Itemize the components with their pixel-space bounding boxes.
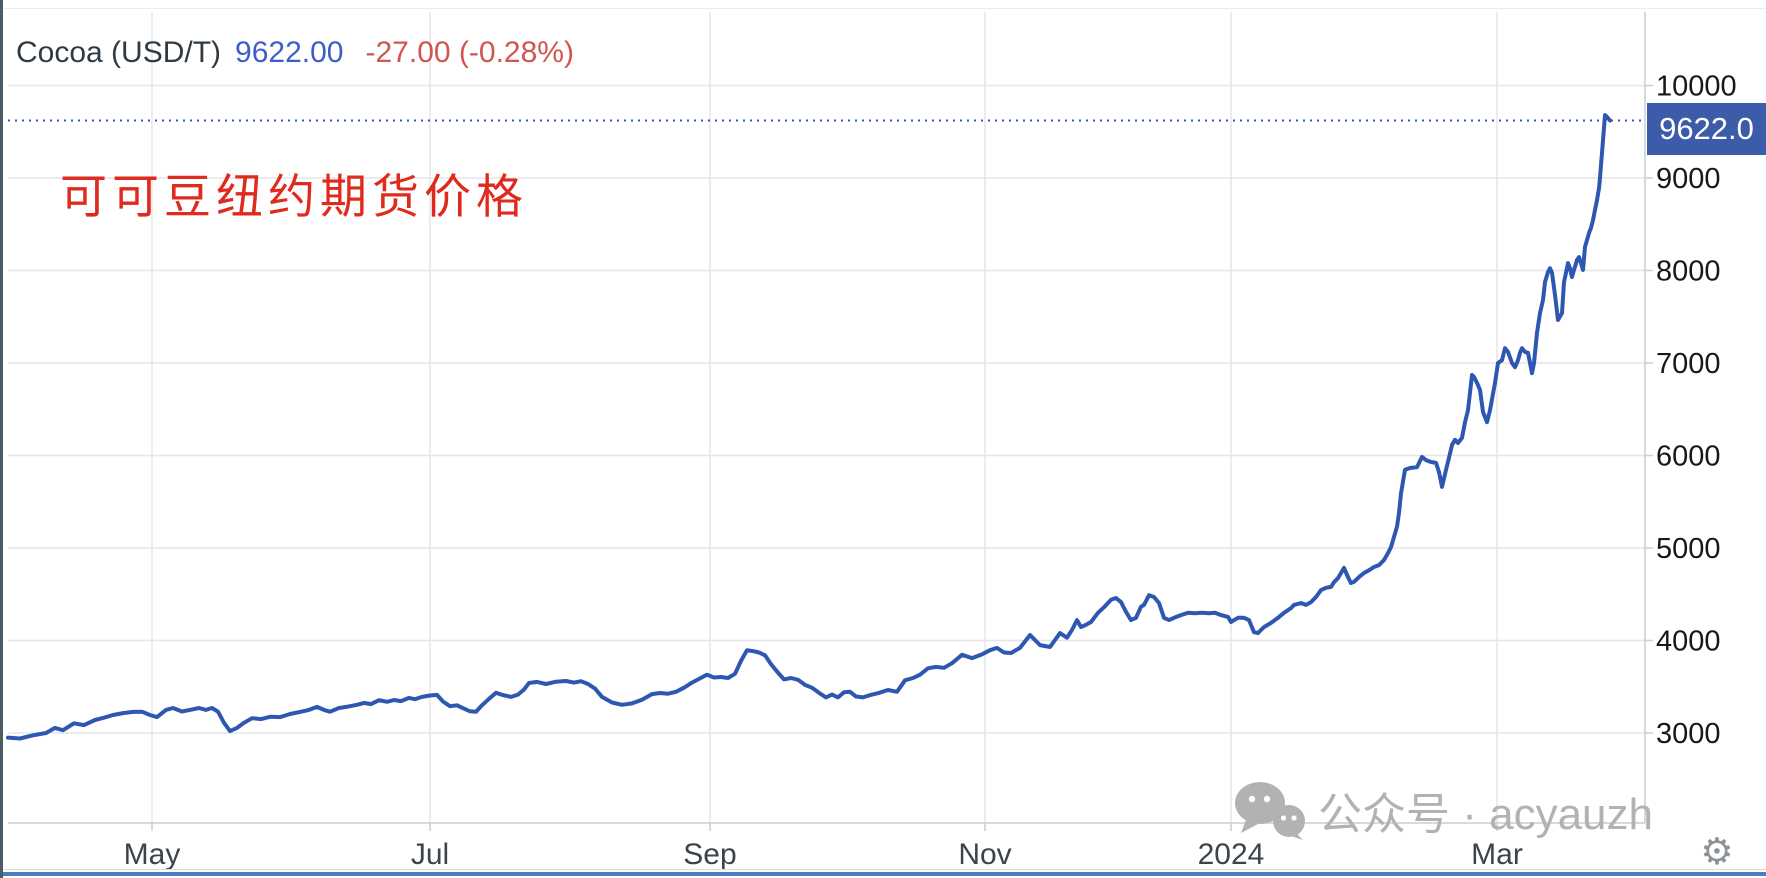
watermark-text: 公众号 · acyauzh (1318, 790, 1653, 839)
wechat-icon (1232, 780, 1308, 840)
price-change-value: -27.00 (-0.28%) (365, 36, 574, 69)
last-price-axis-badge: 9622.0 (1647, 103, 1766, 155)
instrument-header: Cocoa (USD/T) 9622.00 -27.00 (-0.28%) (16, 36, 574, 70)
chinese-annotation-label: 可可豆纽约期货价格 (60, 170, 528, 223)
x-axis-label: Nov (958, 838, 1011, 871)
left-edge-strip (0, 0, 3, 878)
bottom-hairline (0, 869, 1766, 870)
watermark: 公众号 · acyauzh (1232, 778, 1653, 842)
top-hairline (0, 8, 1766, 9)
instrument-name: Cocoa (USD/T) (16, 36, 222, 69)
x-axis-label: Jul (411, 838, 449, 871)
x-axis-label: May (124, 838, 181, 871)
x-axis-label: Sep (683, 838, 736, 871)
last-price-axis-badge-label: 9622.0 (1659, 111, 1754, 146)
y-axis-label: 8000 (1656, 256, 1721, 288)
y-axis-label: 5000 (1656, 533, 1721, 565)
y-axis-label: 7000 (1656, 348, 1721, 380)
price-line-series[interactable] (6, 113, 1612, 741)
y-axis-label: 10000 (1656, 71, 1737, 103)
x-axis-label: 2024 (1198, 838, 1265, 871)
y-axis-label: 4000 (1656, 626, 1721, 658)
bottom-blue-bar (0, 872, 1766, 876)
y-axis-label: 3000 (1656, 718, 1721, 750)
y-axis-label: 9000 (1656, 163, 1721, 195)
settings-gear-icon[interactable]: ⚙ (1695, 830, 1739, 874)
x-axis-label: Mar (1471, 838, 1523, 871)
last-price-value: 9622.00 (235, 36, 344, 69)
y-axis-label: 6000 (1656, 441, 1721, 473)
